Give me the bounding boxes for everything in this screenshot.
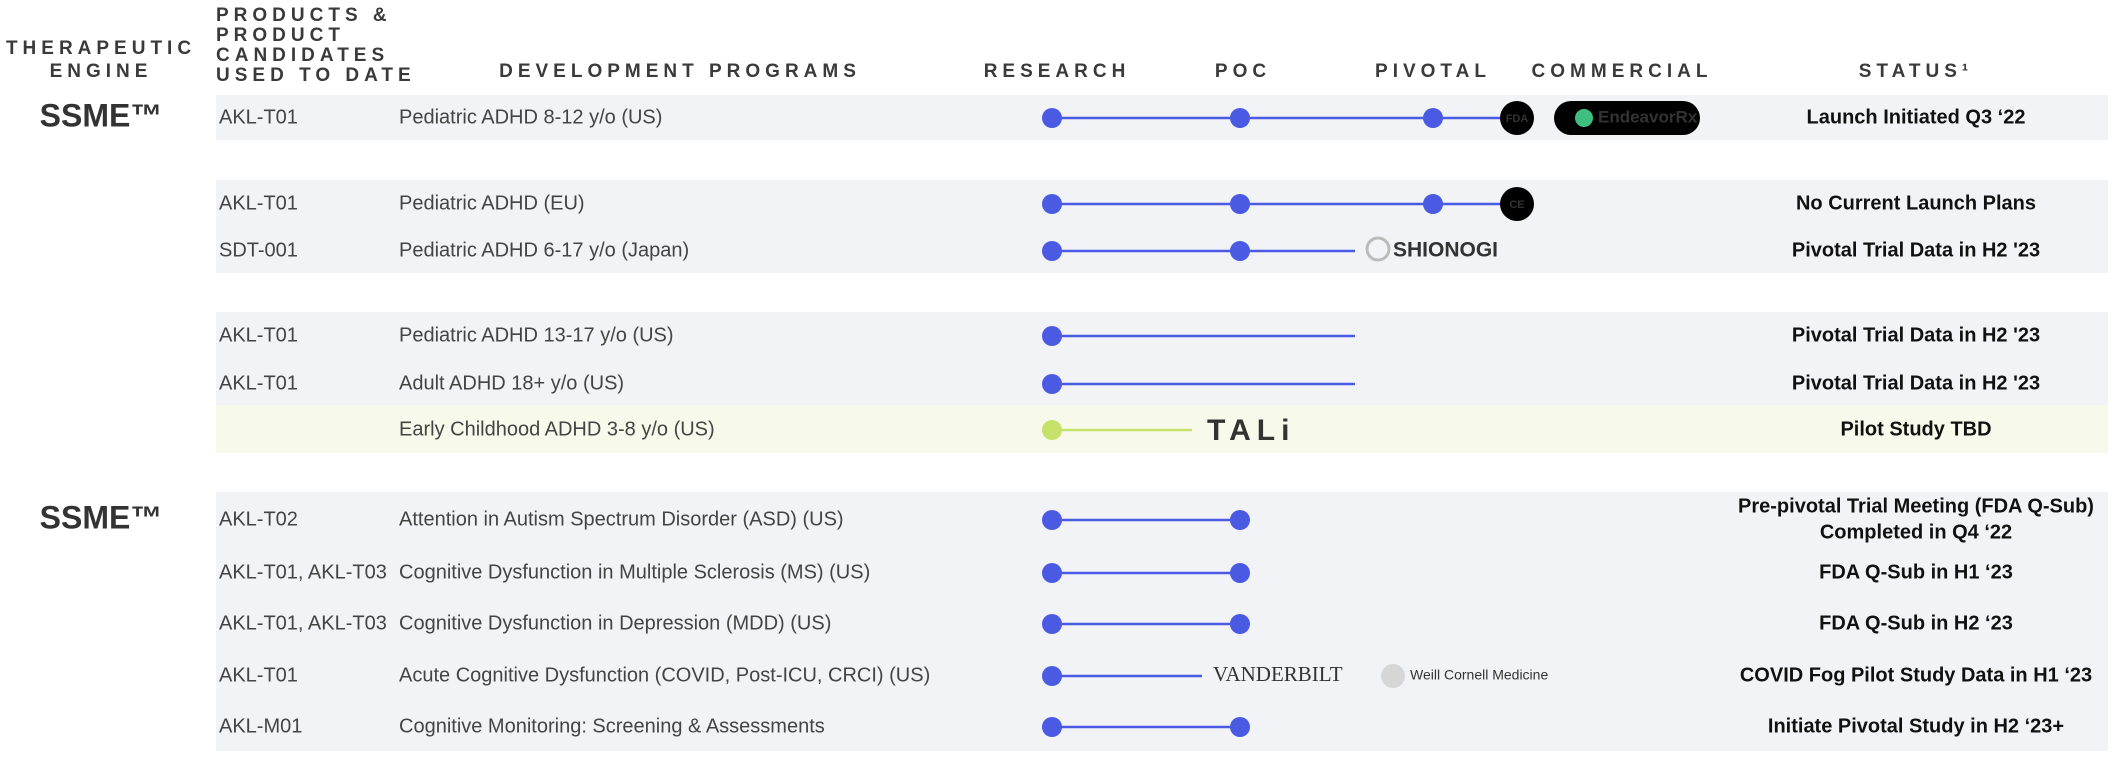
stage-dot — [1042, 108, 1062, 128]
stage-dot — [1230, 510, 1250, 530]
product: AKL-T01 — [219, 324, 298, 346]
stage-dot — [1042, 614, 1062, 634]
product: AKL-T01 — [219, 106, 298, 128]
stage-dot — [1423, 194, 1443, 214]
header: PIVOTAL — [1375, 61, 1491, 82]
program: Pediatric ADHD 6-17 y/o (Japan) — [399, 239, 689, 261]
status: FDA Q-Sub in H1 ‘23 — [1819, 561, 2013, 583]
stage-dot — [1230, 108, 1250, 128]
product: AKL-T01 — [219, 664, 298, 686]
approval-label: FDA — [1506, 113, 1529, 125]
status: COVID Fog Pilot Study Data in H1 ‘23 — [1740, 664, 2092, 686]
partner-logo: TALi — [1207, 414, 1295, 447]
engine-logo: SSME™ — [40, 97, 163, 133]
header: PRODUCTS & — [216, 5, 392, 26]
band — [216, 312, 2108, 405]
stage-dot — [1042, 241, 1062, 261]
partner-icon — [1575, 109, 1593, 127]
program: Attention in Autism Spectrum Disorder (A… — [399, 508, 844, 530]
program: Acute Cognitive Dysfunction (COVID, Post… — [399, 664, 930, 686]
band — [216, 492, 2108, 751]
product: AKL-M01 — [219, 715, 302, 737]
approval-badge — [1500, 187, 1534, 221]
stage-dot — [1042, 420, 1062, 440]
header: THERAPEUTIC — [6, 38, 196, 59]
partner-logo: SHIONOGI — [1393, 239, 1498, 262]
stage-dot — [1423, 108, 1443, 128]
engine-logo: SSME™ — [40, 499, 163, 535]
status: Completed in Q4 ‘22 — [1820, 521, 2012, 543]
header: DEVELOPMENT PROGRAMS — [499, 61, 861, 82]
stage-dot — [1230, 194, 1250, 214]
status: Pivotal Trial Data in H2 '23 — [1792, 239, 2040, 261]
partner-logo: VANDERBILT — [1213, 662, 1343, 686]
partner-logo: Weill Cornell Medicine — [1410, 667, 1548, 683]
program: Cognitive Dysfunction in Depression (MDD… — [399, 612, 831, 634]
status: No Current Launch Plans — [1796, 192, 2036, 214]
status: Pivotal Trial Data in H2 '23 — [1792, 372, 2040, 394]
program: Early Childhood ADHD 3-8 y/o (US) — [399, 418, 715, 440]
header: COMMERCIAL — [1532, 61, 1713, 82]
product: AKL-T02 — [219, 508, 298, 530]
stage-dot — [1042, 717, 1062, 737]
stage-dot — [1042, 194, 1062, 214]
stage-dot — [1230, 241, 1250, 261]
product: AKL-T01 — [219, 192, 298, 214]
status: Pivotal Trial Data in H2 '23 — [1792, 324, 2040, 346]
header: STATUS¹ — [1859, 61, 1974, 82]
product: AKL-T01 — [219, 372, 298, 394]
program: Pediatric ADHD 13-17 y/o (US) — [399, 324, 674, 346]
program: Cognitive Monitoring: Screening & Assess… — [399, 715, 825, 737]
program: Pediatric ADHD 8-12 y/o (US) — [399, 106, 662, 128]
header: RESEARCH — [984, 61, 1131, 82]
stage-dot — [1042, 374, 1062, 394]
status: Pre-pivotal Trial Meeting (FDA Q-Sub) — [1738, 495, 2094, 517]
band — [216, 180, 2108, 273]
status: FDA Q-Sub in H2 ‘23 — [1819, 612, 2013, 634]
program: Adult ADHD 18+ y/o (US) — [399, 372, 624, 394]
header: PRODUCT — [216, 25, 345, 46]
stage-dot — [1042, 510, 1062, 530]
stage-dot — [1230, 717, 1250, 737]
header: CANDIDATES — [216, 45, 389, 66]
product: AKL-T01, AKL-T03 — [219, 561, 387, 583]
partner-icon — [1365, 236, 1391, 262]
stage-dot — [1230, 563, 1250, 583]
partner-icon — [1381, 664, 1405, 688]
status: Launch Initiated Q3 ‘22 — [1807, 106, 2026, 128]
stage-dot — [1042, 666, 1062, 686]
program: Cognitive Dysfunction in Multiple Sclero… — [399, 561, 870, 583]
stage-dot — [1042, 563, 1062, 583]
bands — [216, 95, 2108, 751]
stage-dot — [1042, 326, 1062, 346]
partner-pill — [1554, 101, 1700, 135]
header: ENGINE — [50, 61, 153, 82]
header: USED TO DATE — [216, 65, 416, 86]
header: POC — [1215, 61, 1271, 82]
status: Initiate Pivotal Study in H2 ‘23+ — [1768, 715, 2064, 737]
partner-logo: EndeavorRx — [1598, 107, 1698, 126]
approval-badge — [1500, 101, 1534, 135]
stage-dot — [1230, 614, 1250, 634]
product: SDT-001 — [219, 239, 298, 261]
product: AKL-T01, AKL-T03 — [219, 612, 387, 634]
program: Pediatric ADHD (EU) — [399, 192, 585, 214]
approval-label: CE — [1509, 199, 1524, 211]
status: Pilot Study TBD — [1840, 418, 1991, 440]
